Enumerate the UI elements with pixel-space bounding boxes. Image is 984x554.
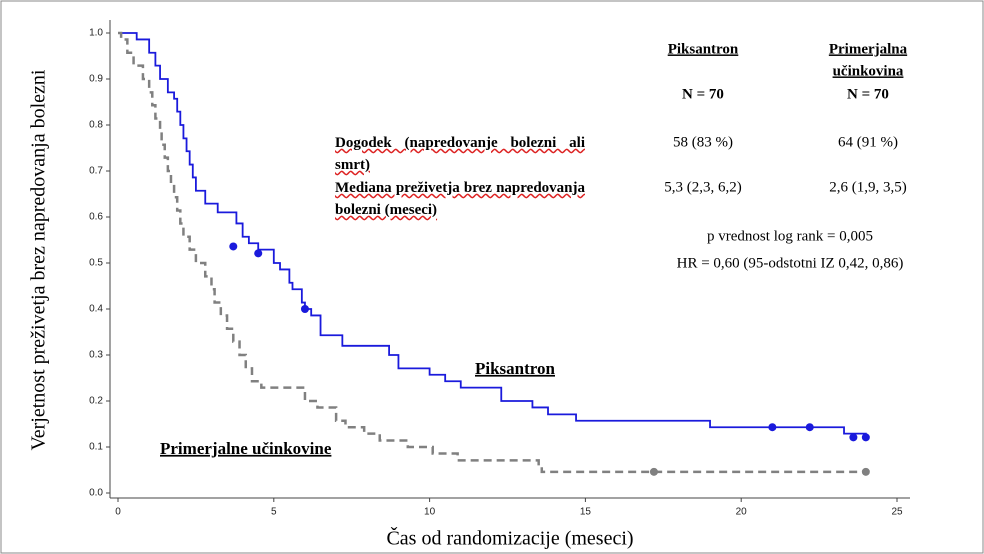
y-tick-label: 0.8 — [89, 120, 103, 131]
censor-mark — [861, 433, 870, 442]
table-n: N = 70 — [847, 86, 889, 102]
table-n: N = 70 — [682, 86, 724, 102]
censor-mark — [805, 423, 814, 432]
row-label: Mediana preživetja brez napredovanja bol… — [335, 180, 585, 218]
censor-mark — [861, 467, 870, 476]
annotation: HR = 0,60 (95-odstotni IZ 0,42, 0,86) — [677, 255, 904, 271]
censor-mark — [649, 467, 658, 476]
table-header: Primerjalna — [829, 41, 908, 57]
table-header: Piksantron — [668, 41, 739, 57]
survival-curve — [118, 32, 867, 438]
table-cell: 58 (83 %) — [673, 134, 733, 150]
censor-mark — [254, 249, 263, 258]
x-axis-title: Čas od randomizacije (meseci) — [386, 526, 633, 550]
table-cell: 64 (91 %) — [838, 134, 898, 150]
series-label: Primerjalne učinkovine — [160, 439, 332, 458]
y-tick-label: 0.7 — [89, 166, 103, 177]
table-header: učinkovina — [833, 63, 904, 79]
y-tick-label: 0.5 — [89, 258, 103, 269]
x-tick-label: 10 — [424, 507, 436, 518]
censor-mark — [229, 242, 238, 251]
table-cell: 5,3 (2,3, 6,2) — [664, 179, 742, 195]
survival-curve — [118, 31, 866, 474]
row-label-text: Dogodek (napredovanje bolezni ali smrt) — [335, 135, 585, 173]
censor-mark — [300, 305, 309, 313]
x-tick-label: 0 — [115, 507, 121, 518]
annotation: p vrednost log rank = 0,005 — [707, 228, 873, 244]
y-tick-label: 0.6 — [89, 212, 103, 223]
y-tick-label: 0.3 — [89, 350, 103, 361]
y-tick-label: 0.4 — [89, 304, 103, 315]
row-label-text: Mediana preživetja brez napredovanja bol… — [335, 180, 585, 218]
table-cell: 2,6 (1,9, 3,5) — [829, 179, 907, 195]
y-tick-label: 0.9 — [89, 74, 103, 85]
x-tick-label: 5 — [271, 507, 277, 518]
y-axis-title: Verjetnost preživetja brez napredovanja … — [28, 69, 50, 450]
y-tick-label: 0.2 — [89, 396, 103, 407]
censor-mark — [768, 423, 777, 432]
x-tick-label: 15 — [580, 507, 592, 518]
y-tick-label: 0.1 — [89, 442, 103, 453]
y-tick-label: 1.0 — [89, 28, 103, 39]
y-tick-label: 0.0 — [89, 488, 103, 499]
censor-mark — [849, 433, 858, 442]
x-tick-label: 20 — [736, 507, 748, 518]
row-label: Dogodek (napredovanje bolezni ali smrt) — [335, 135, 585, 173]
x-tick-label: 25 — [891, 507, 903, 518]
series-label: Piksantron — [475, 359, 556, 378]
